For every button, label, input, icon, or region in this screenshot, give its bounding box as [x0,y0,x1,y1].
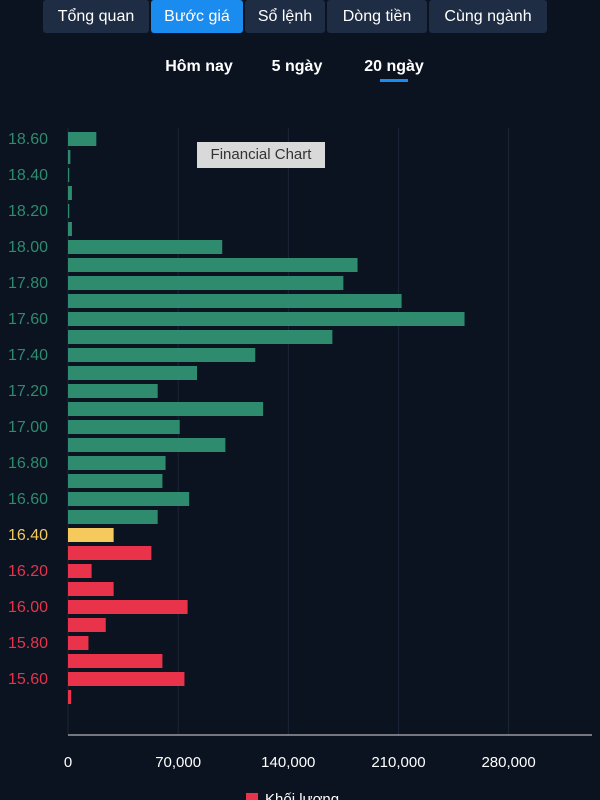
legend-label: Khối lượng [265,791,339,800]
x-tick-label: 70,000 [155,754,201,771]
y-tick-label: 15.80 [8,635,48,652]
bar [68,276,344,290]
bar [68,654,163,668]
tab[interactable] [245,0,325,33]
subtab-label[interactable]: Hôm nay [165,58,233,75]
bar [68,330,333,344]
bar [68,312,465,326]
bar [68,168,70,182]
bar [68,402,264,416]
y-tick-label: 16.40 [8,527,48,544]
bar [68,366,198,380]
x-tick-label: 210,000 [371,754,425,771]
y-tick-label: 15.60 [8,671,48,688]
y-tick-label: 17.40 [8,347,48,364]
bar [68,240,223,254]
y-tick-label: 18.00 [8,239,48,256]
bar [68,222,72,236]
y-tick-label: 17.20 [8,383,48,400]
bar [68,672,185,686]
y-tick-label: 18.40 [8,167,48,184]
bar [68,618,106,632]
bar [68,420,180,434]
y-tick-label: 18.20 [8,203,48,220]
bar [68,132,97,146]
subtab-underline [380,79,408,82]
bar [68,564,92,578]
tab-label: Cùng ngành [444,8,531,25]
y-tick-label: 16.80 [8,455,48,472]
bar [68,582,114,596]
bar [68,294,402,308]
y-tick-label: 16.60 [8,491,48,508]
bar [68,492,190,506]
subtab-label[interactable]: 20 ngày [364,58,424,75]
bar [68,186,72,200]
bar [68,150,71,164]
bar [68,690,72,704]
annotation-box [197,142,325,168]
bar [68,546,152,560]
y-tick-label: 16.00 [8,599,48,616]
bar [68,600,188,614]
y-tick-label: 16.20 [8,563,48,580]
y-tick-label: 17.80 [8,275,48,292]
bar [68,258,358,272]
x-tick-label: 140,000 [261,754,315,771]
legend-swatch [246,793,258,800]
x-tick-label: 0 [64,754,72,771]
bar [68,474,163,488]
y-tick-label: 17.00 [8,419,48,436]
tab[interactable] [43,0,149,33]
tab-label: Sổ lệnh [258,7,312,25]
y-tick-label: 17.60 [8,311,48,328]
y-tick-label: 18.60 [8,131,48,148]
bar [68,456,166,470]
tab-label: Bước giá [164,8,230,25]
tab[interactable] [151,0,243,33]
bar [68,510,158,524]
bar [68,528,114,542]
tab[interactable] [327,0,427,33]
bar [68,636,89,650]
bar [68,384,158,398]
tab[interactable] [429,0,547,33]
bar [68,348,256,362]
bar [68,438,226,452]
tab-label: Tổng quan [58,7,135,25]
annotation: Financial Chart [211,146,313,163]
subtab-label[interactable]: 5 ngày [272,58,323,75]
x-tick-label: 280,000 [481,754,535,771]
bar [68,204,70,218]
tab-label: Dòng tiền [343,8,412,25]
